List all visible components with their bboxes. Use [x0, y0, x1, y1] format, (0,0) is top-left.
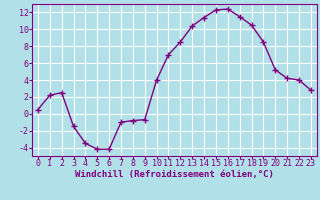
X-axis label: Windchill (Refroidissement éolien,°C): Windchill (Refroidissement éolien,°C)	[75, 170, 274, 179]
